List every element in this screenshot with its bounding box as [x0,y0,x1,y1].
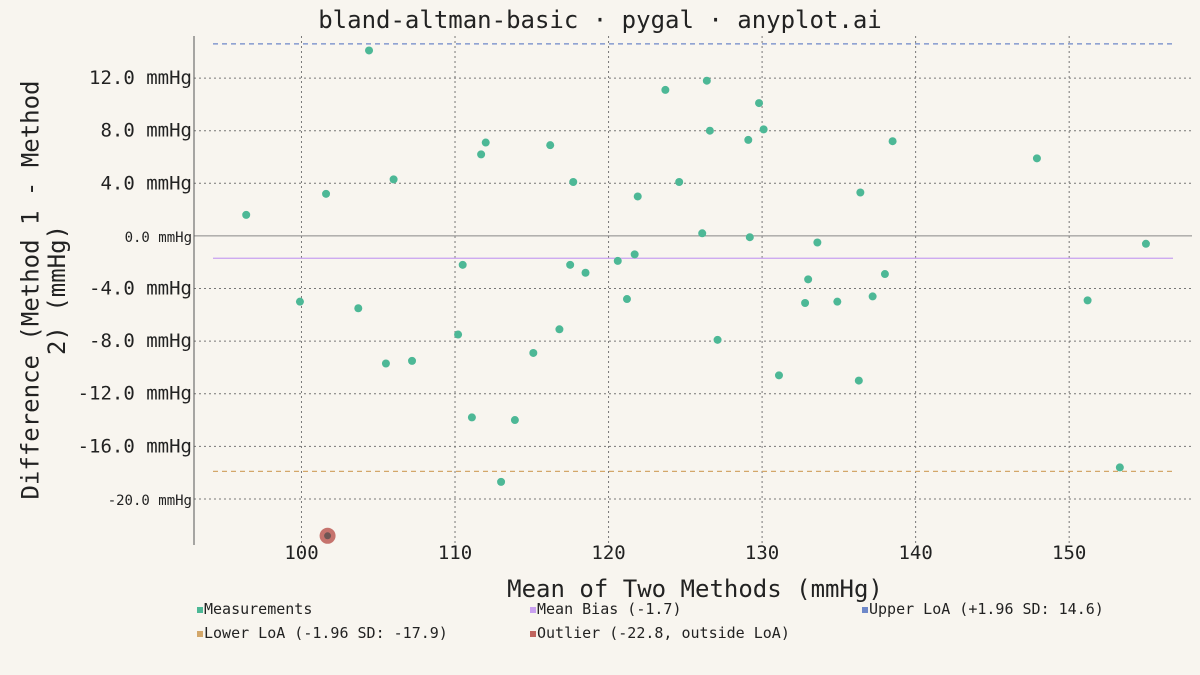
legend-label: Lower LoA (-1.96 SD: -17.9) [204,624,448,642]
legend-label: Measurements [204,600,312,618]
measurement-point [801,298,810,307]
y-tick-label: 12.0 mmHg [89,67,192,89]
y-tick-label: -8.0 mmHg [89,330,192,352]
y-tick-label: -20.0 mmHg [108,493,192,509]
x-axis-title: Mean of Two Methods (mmHg) [507,575,883,603]
y-tick-label: -12.0 mmHg [78,383,192,405]
data-points [242,46,1150,544]
measurement-point [705,126,714,135]
measurement-point [555,325,564,334]
measurement-point [1083,296,1092,305]
y-tick-label: 8.0 mmHg [100,120,192,142]
x-tick-label: 100 [284,542,318,564]
measurement-point [633,192,642,201]
legend-swatch [197,631,203,637]
y-tick-label: 0.0 mmHg [125,230,192,246]
measurement-point [569,177,578,186]
y-axis-title-line: 2) (mmHg) [43,225,71,355]
measurement-point [546,141,555,150]
measurement-point [408,356,417,365]
legend[interactable]: Measurements Mean Bias (-1.7) Upper LoA (+… [197,600,1104,642]
outlier-point-core [324,532,332,540]
measurement-point [888,137,897,146]
measurement-point [365,46,374,55]
measurement-point [454,330,463,339]
legend-item[interactable]: Upper LoA (+1.96 SD: 14.6) [862,600,1104,618]
measurement-point [759,125,768,134]
measurement-point [1141,239,1150,248]
measurement-point [713,335,722,344]
legend-item[interactable]: Outlier (-22.8, outside LoA) [530,624,790,642]
measurement-point [354,304,363,313]
measurement-point [622,295,631,304]
x-tick-label: 150 [1052,542,1086,564]
measurement-point [613,256,622,265]
measurement-point [566,260,575,269]
y-tick-label: -4.0 mmHg [89,278,192,300]
measurement-point [774,371,783,380]
legend-swatch [530,607,536,613]
legend-item[interactable]: Lower LoA (-1.96 SD: -17.9) [197,624,448,642]
x-tick-labels: 100 110 120 130 140 150 [284,542,1086,564]
y-tick-label: 4.0 mmHg [100,172,192,194]
measurement-point [661,85,670,94]
legend-label: Outlier (-22.8, outside LoA) [537,624,790,642]
measurement-point [880,270,889,279]
y-tick-label: -16.0 mmHg [78,435,192,457]
measurement-point [510,416,519,425]
legend-swatch [530,631,536,637]
measurement-point [381,359,390,368]
measurement-point [813,238,822,247]
legend-swatch [197,607,203,613]
measurement-point [242,210,251,219]
measurement-point [1115,463,1124,472]
measurement-point [702,76,711,85]
measurement-point [833,297,842,306]
legend-item[interactable]: Measurements [197,600,312,618]
measurement-point [497,477,506,486]
measurement-point [458,260,467,269]
x-tick-label: 130 [745,542,779,564]
x-tick-label: 120 [591,542,625,564]
measurement-point [295,297,304,306]
measurement-point [1032,154,1041,163]
measurement-point [698,229,707,238]
measurement-point [854,376,863,385]
measurement-point [856,188,865,197]
x-tick-label: 110 [438,542,472,564]
measurement-point [630,250,639,259]
measurement-point [744,135,753,144]
legend-label: Upper LoA (+1.96 SD: 14.6) [869,600,1104,618]
measurement-point [675,177,684,186]
chart-title: bland-altman-basic · pygal · anyplot.ai [318,6,882,34]
legend-label: Mean Bias (-1.7) [537,600,682,618]
y-axis-title-line: Difference (Method 1 - Method [16,80,44,499]
measurement-point [745,233,754,242]
reference-lines [213,43,1173,472]
grid-layer [194,36,1192,545]
measurement-point [322,189,331,198]
legend-item[interactable]: Mean Bias (-1.7) [530,600,682,618]
measurement-point [389,175,398,184]
legend-swatch [862,607,868,613]
measurement-point [804,275,813,284]
measurement-point [477,150,486,159]
y-tick-labels: 12.0 mmHg 8.0 mmHg 4.0 mmHg 0.0 mmHg -4.0 mm… [78,67,192,509]
measurement-point [868,292,877,301]
measurement-point [581,268,590,277]
measurement-point [755,99,764,108]
measurement-point [467,413,476,422]
y-axis-title: Difference (Method 1 - Method2) (mmHg) [16,80,70,499]
measurement-point [481,138,490,147]
measurement-point [529,348,538,357]
x-tick-label: 140 [898,542,932,564]
